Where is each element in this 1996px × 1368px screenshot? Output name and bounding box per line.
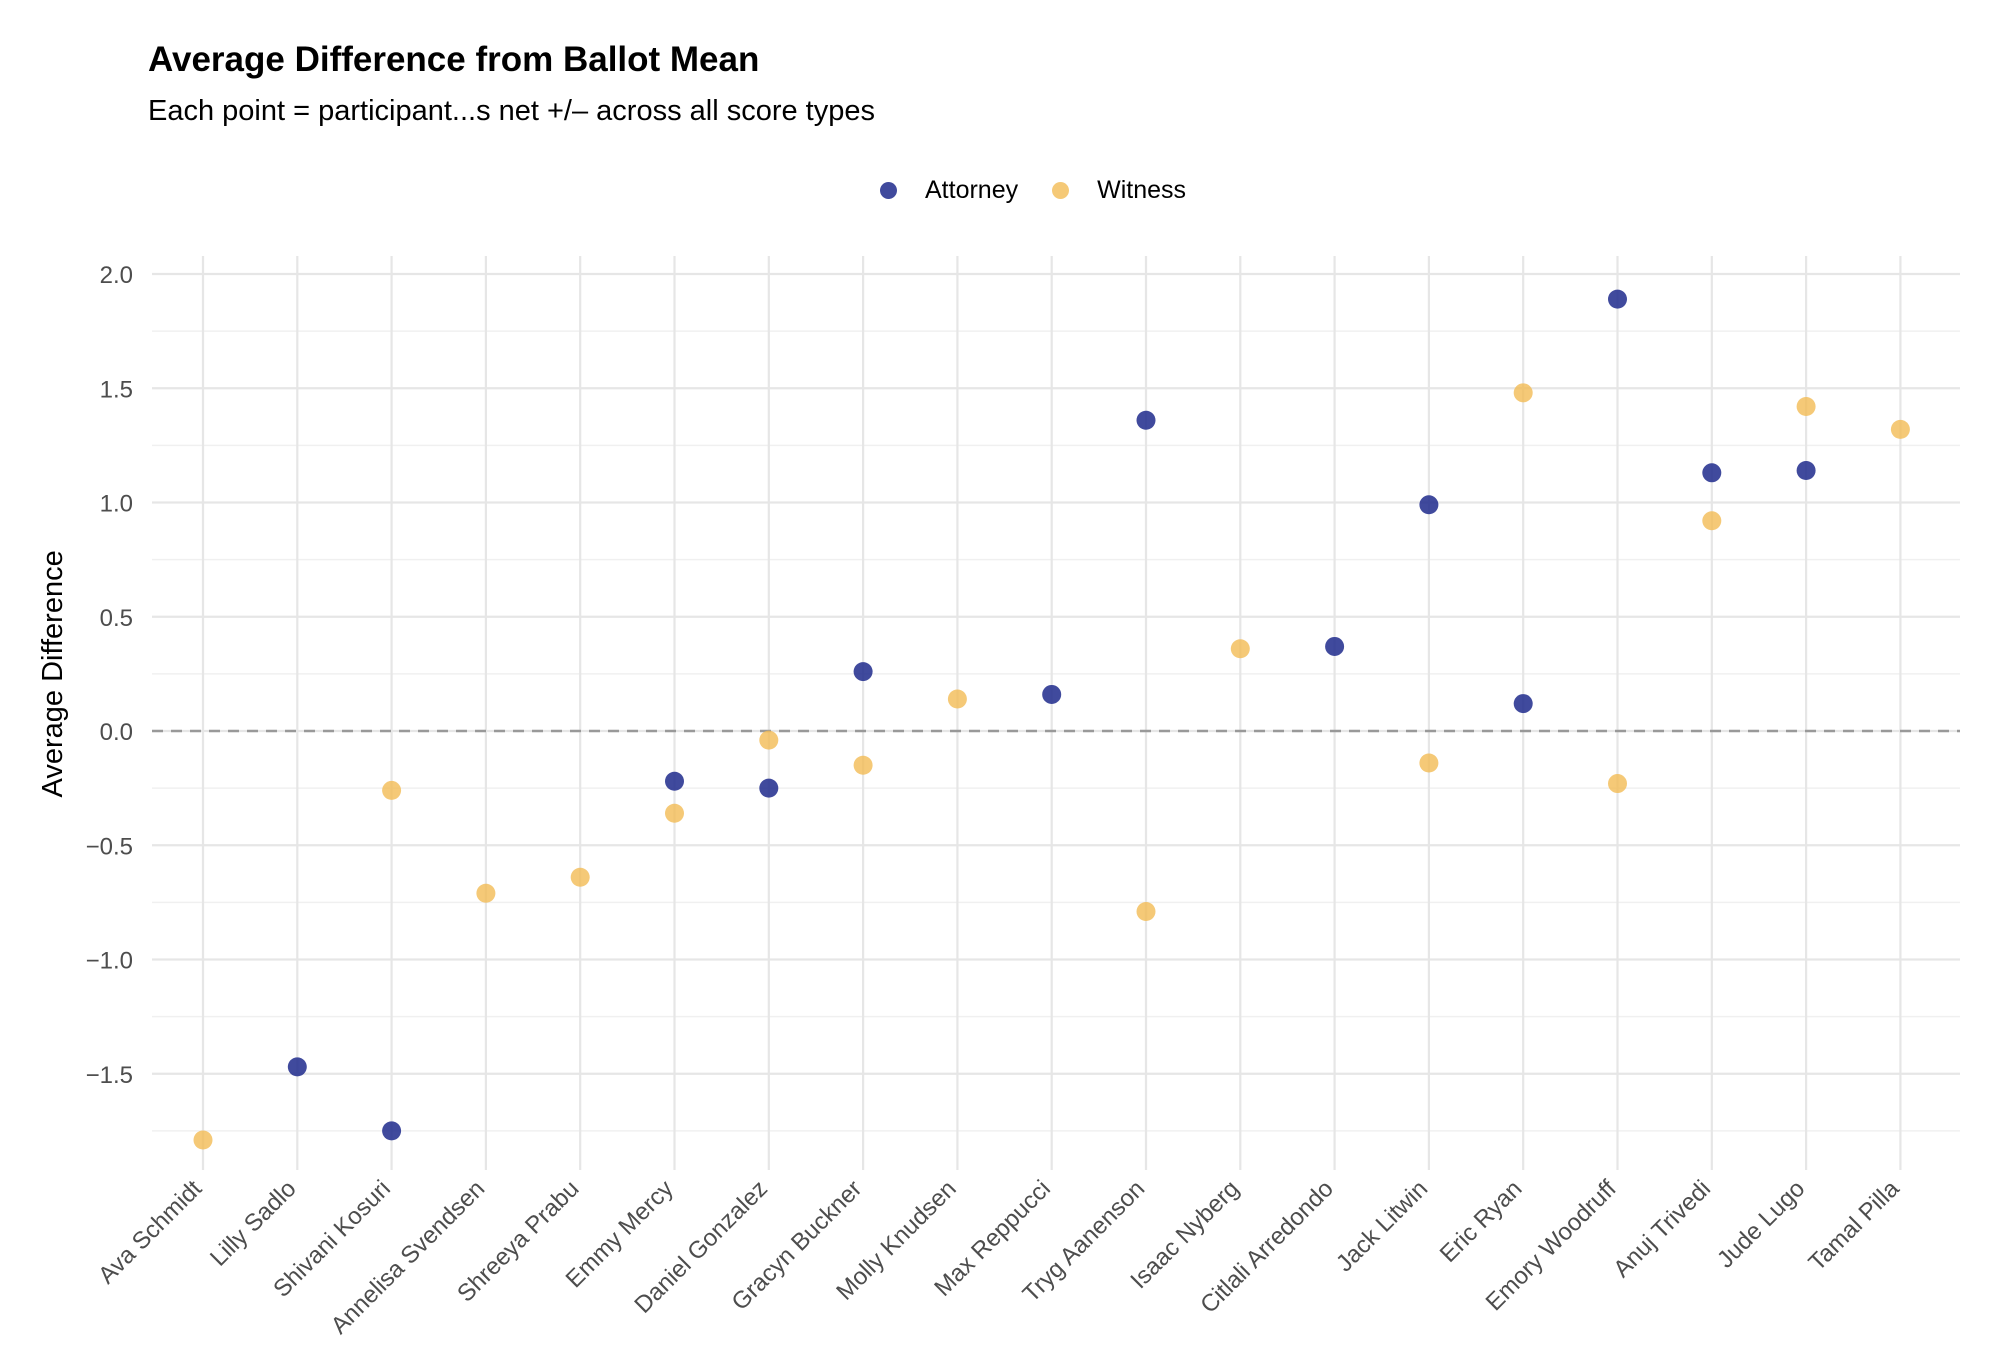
- legend-label-witness: Witness: [1097, 175, 1187, 204]
- point-attorney: [1136, 410, 1156, 430]
- x-tick-label: Ava Schmidt: [93, 1175, 207, 1289]
- chart-subtitle: Each point = participant...s net +/– acr…: [148, 95, 875, 127]
- point-witness: [1513, 383, 1533, 403]
- y-tick-label: −1.5: [86, 1062, 133, 1089]
- point-attorney: [1796, 461, 1816, 481]
- point-witness: [947, 689, 967, 709]
- y-tick-label: −1.0: [86, 948, 133, 975]
- y-axis-label: Average Difference: [37, 550, 69, 797]
- point-witness: [1890, 419, 1910, 439]
- chart-title: Average Difference from Ballot Mean: [148, 40, 760, 79]
- point-witness: [382, 780, 402, 800]
- point-attorney: [287, 1057, 307, 1077]
- point-attorney: [1325, 636, 1345, 656]
- point-witness: [570, 867, 590, 887]
- point-attorney: [1702, 463, 1722, 483]
- point-witness: [1702, 511, 1722, 531]
- legend: Attorney Witness: [880, 170, 1220, 210]
- y-tick-label: −0.5: [86, 833, 133, 860]
- point-attorney: [665, 771, 684, 791]
- legend-label-attorney: Attorney: [925, 175, 1019, 204]
- legend-marker-attorney: [880, 181, 897, 199]
- point-witness: [1419, 753, 1439, 773]
- y-tick-label: 1.5: [100, 376, 133, 403]
- point-attorney: [853, 662, 873, 682]
- y-tick-label: 0.0: [100, 719, 133, 746]
- point-witness: [853, 755, 873, 775]
- y-tick-label: 0.5: [100, 605, 133, 632]
- point-attorney: [382, 1121, 402, 1141]
- legend-item-attorney: Attorney: [880, 176, 1018, 205]
- x-tick-label: Annelisa Svendsen: [326, 1175, 490, 1339]
- y-tick-label: 1.0: [100, 491, 133, 518]
- x-tick-label: Tamal Pilla: [1803, 1175, 1905, 1277]
- point-attorney: [1042, 684, 1062, 704]
- x-tick-label: Jack Litwin: [1331, 1175, 1433, 1277]
- x-tick-label: Eric Ryan: [1435, 1175, 1528, 1268]
- legend-item-witness: Witness: [1052, 176, 1186, 205]
- point-attorney: [1419, 495, 1439, 515]
- point-witness: [1608, 774, 1627, 794]
- x-tick-label: Lilly Sadlo: [205, 1175, 301, 1271]
- point-witness: [1796, 397, 1816, 417]
- point-attorney: [759, 778, 779, 798]
- point-witness: [759, 730, 779, 750]
- point-witness: [193, 1130, 213, 1150]
- point-attorney: [1608, 289, 1627, 309]
- point-witness: [1230, 639, 1250, 659]
- point-witness: [665, 803, 684, 823]
- point-attorney: [1513, 694, 1533, 714]
- legend-marker-witness: [1052, 181, 1070, 199]
- x-tick-label: Jude Lugo: [1712, 1175, 1810, 1273]
- y-tick-label: 2.0: [100, 262, 133, 289]
- x-tick-label: Anuj Trivedi: [1608, 1175, 1716, 1283]
- point-witness: [1136, 902, 1156, 922]
- point-witness: [476, 883, 496, 903]
